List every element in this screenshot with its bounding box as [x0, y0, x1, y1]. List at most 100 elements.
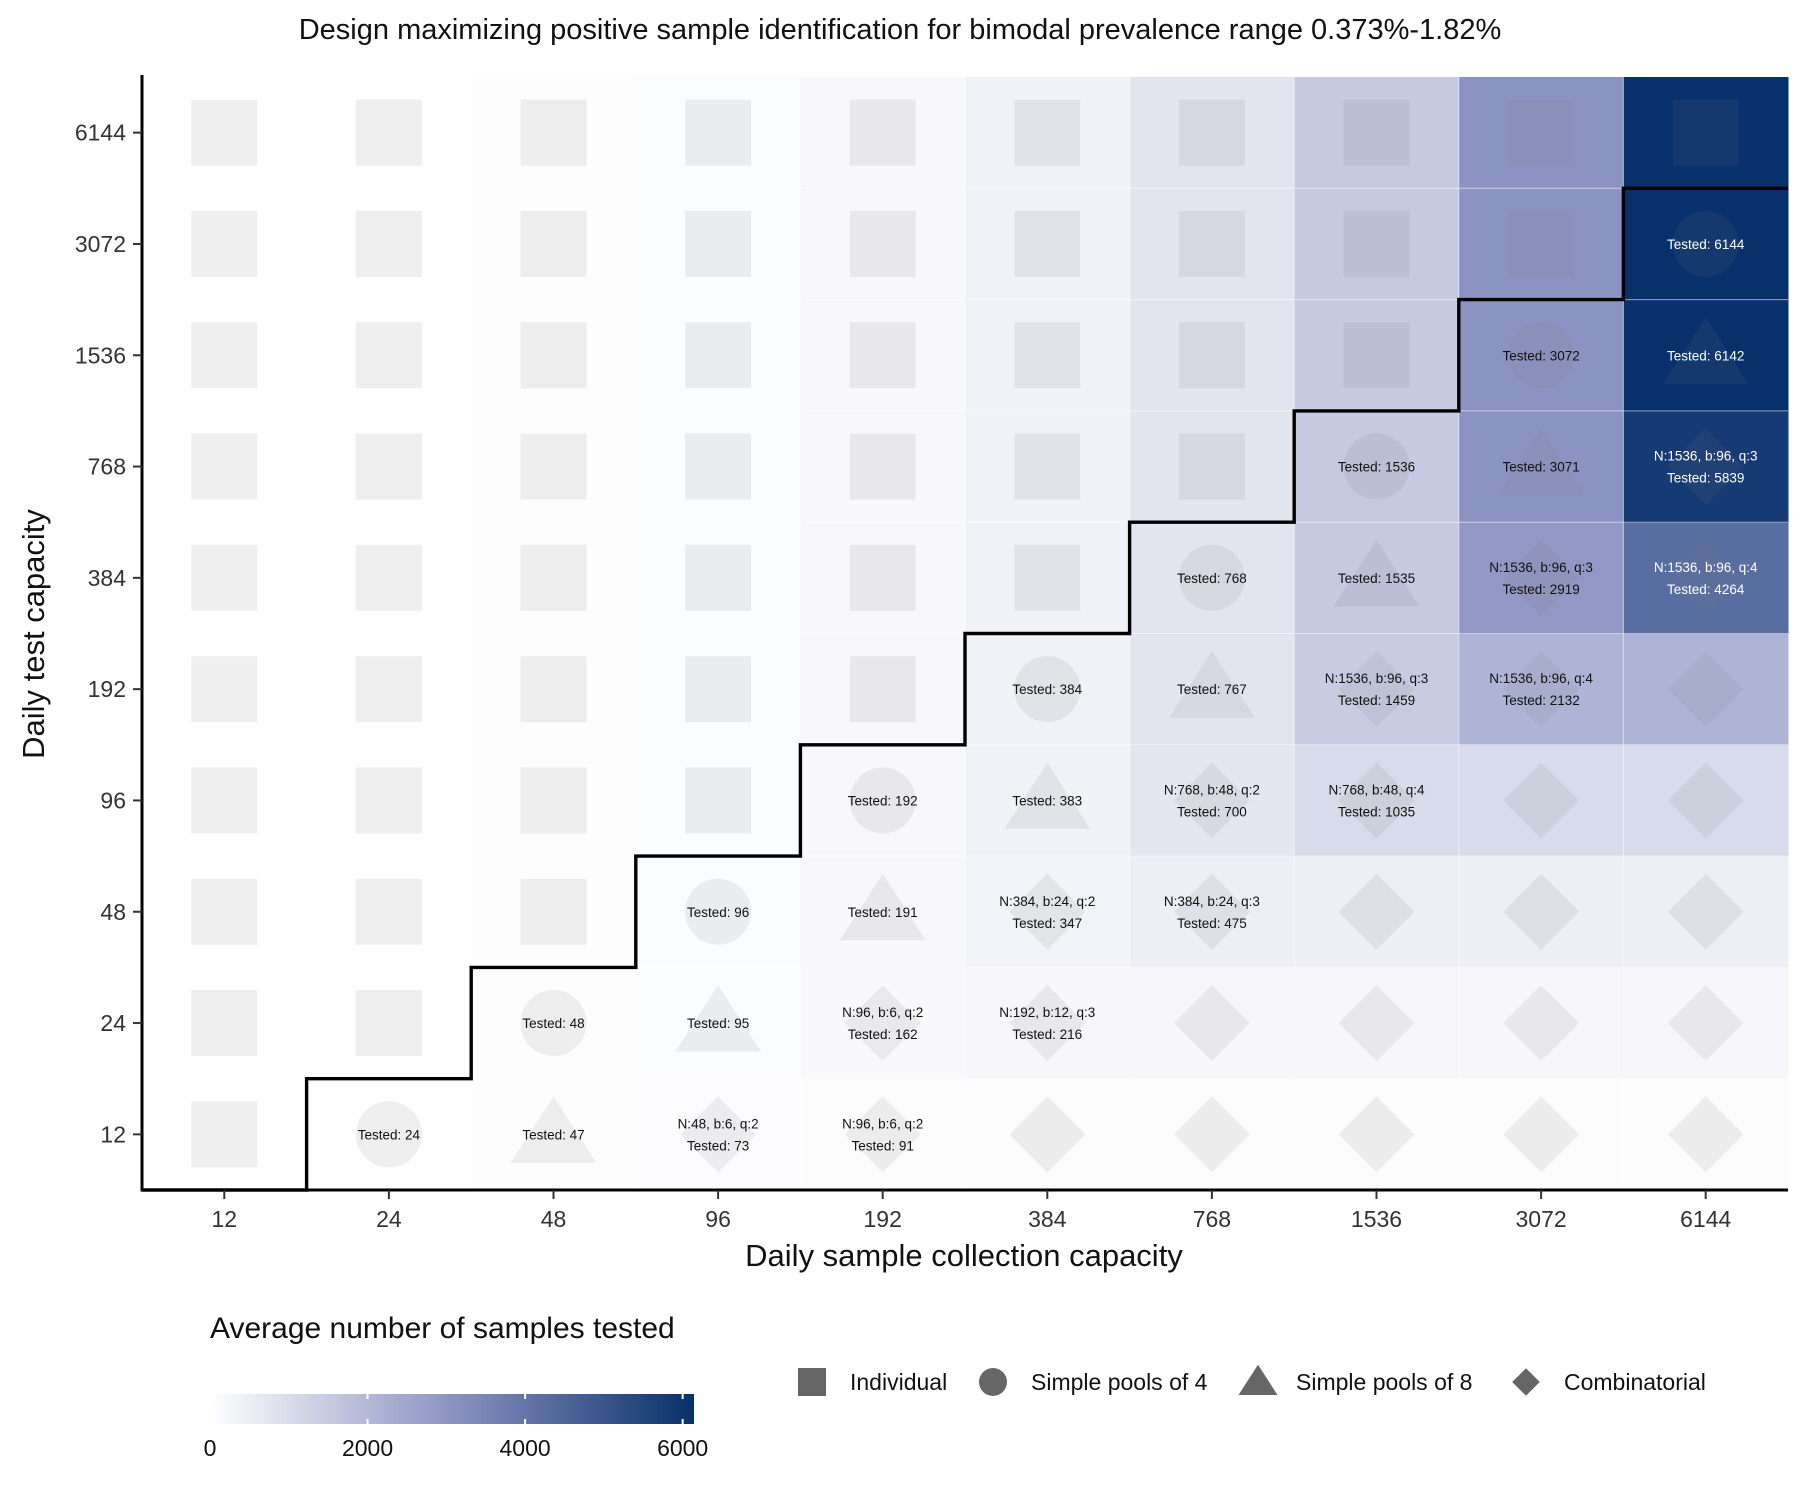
heatmap-cell [1129, 633, 1295, 746]
square-marker [191, 210, 258, 277]
heatmap-cell [800, 410, 966, 523]
heatmap-cell [800, 188, 966, 301]
heatmap-cell [1129, 856, 1295, 968]
heatmap-cell [1623, 967, 1789, 1080]
y-tick-label: 384 [88, 565, 127, 591]
heatmap-cell [1458, 188, 1624, 301]
cell-label: Tested: 1035 [1338, 804, 1415, 819]
square-marker [355, 210, 422, 277]
heatmap-cell [306, 410, 472, 523]
square-marker [191, 1101, 258, 1168]
heatmap-cell [1623, 744, 1789, 857]
square-marker [1508, 210, 1575, 277]
cell-label: N:1536, b:96, q:3 [1325, 671, 1429, 686]
heatmap-cell [306, 299, 472, 412]
heatmap-cell [1294, 967, 1460, 1080]
cell-label: N:48, b:6, q:2 [678, 1116, 759, 1131]
circle-marker [1672, 210, 1739, 277]
square-marker [355, 544, 422, 611]
square-marker [685, 99, 752, 166]
diamond-marker [1667, 1096, 1744, 1173]
heatmap-cell [306, 1078, 472, 1191]
circle-marker [1508, 322, 1575, 389]
y-tick-label: 1536 [75, 342, 126, 368]
heatmap-cell [965, 77, 1131, 189]
cell-label: Tested: 24 [358, 1127, 421, 1142]
square-marker [191, 322, 258, 389]
square-marker [355, 322, 422, 389]
cell-label: Tested: 192 [848, 793, 918, 808]
x-tick-label: 384 [1028, 1206, 1067, 1232]
cell-label: Tested: 1459 [1338, 693, 1415, 708]
square-marker [520, 878, 587, 945]
x-tick-label: 1536 [1351, 1206, 1402, 1232]
heatmap-cell [142, 967, 308, 1080]
square-marker [849, 322, 916, 389]
square-marker [849, 544, 916, 611]
heatmap-cell [142, 188, 308, 301]
cell-label: Tested: 1536 [1338, 460, 1415, 475]
heatmap-cell [1458, 522, 1624, 634]
diamond-marker [1009, 985, 1086, 1061]
x-tick-label: 12 [212, 1206, 238, 1232]
square-marker [685, 322, 752, 389]
heatmap-cell [635, 77, 801, 189]
heatmap-cell [800, 1078, 966, 1191]
cell-label: Tested: 475 [1177, 916, 1247, 931]
heatmap-cell [1294, 299, 1460, 412]
circle-marker [849, 767, 916, 834]
heatmap-cell [306, 633, 472, 746]
legend-label: Simple pools of 4 [1031, 1369, 1208, 1395]
heatmap-cell [635, 1078, 801, 1191]
cell-label: Tested: 95 [687, 1016, 749, 1031]
circle-marker [1178, 544, 1245, 611]
heatmap-cell [1458, 967, 1624, 1080]
heatmap-cell [1129, 967, 1295, 1080]
heatmap-cell [1623, 1078, 1789, 1191]
heatmap-cell [306, 188, 472, 301]
square-marker [520, 322, 587, 389]
x-tick-label: 192 [864, 1206, 902, 1232]
diamond-marker [1667, 985, 1744, 1061]
heatmap-cell [800, 967, 966, 1080]
cell-label: Tested: 6144 [1667, 237, 1745, 252]
square-marker [1178, 433, 1245, 500]
heatmap-cell [800, 744, 966, 857]
y-tick-label: 768 [88, 454, 126, 480]
square-marker [685, 210, 752, 277]
diamond-marker [1667, 873, 1744, 950]
circle-marker [355, 1101, 422, 1168]
y-tick-label: 24 [100, 1010, 126, 1036]
diamond-marker [1503, 873, 1580, 950]
heatmap-cell [635, 744, 801, 857]
heatmap-cell [306, 967, 472, 1080]
heatmap-cell [1294, 856, 1460, 968]
x-tick-label: 96 [705, 1206, 731, 1232]
square-marker [1014, 433, 1081, 500]
square-marker [191, 433, 258, 500]
design-markers [191, 99, 1749, 1173]
cell-label: Tested: 6142 [1667, 348, 1744, 363]
square-marker [191, 544, 258, 611]
heatmap-cell [800, 633, 966, 746]
cell-label: Tested: 3071 [1502, 460, 1579, 475]
square-marker [355, 990, 422, 1057]
heatmap-cell [1294, 1078, 1460, 1191]
heatmap-cell [471, 299, 637, 412]
square-marker [849, 210, 916, 277]
heatmap-cell [965, 188, 1131, 301]
heatmap-cell [1623, 188, 1789, 301]
diamond-marker [1338, 1096, 1415, 1173]
triangle-legend-icon [1238, 1364, 1278, 1395]
square-marker [1343, 210, 1410, 277]
cell-label: N:768, b:48, q:2 [1164, 782, 1260, 797]
cell-labels: Tested: 24 Tested: 47 N:48, b:6, q:2 Tested… [358, 237, 1758, 1153]
colorbar-tick-label: 4000 [500, 1435, 551, 1461]
square-marker [1014, 544, 1081, 611]
cell-label: N:96, b:6, q:2 [842, 1116, 923, 1131]
cell-label: N:1536, b:96, q:4 [1654, 560, 1758, 575]
y-tick-label: 192 [88, 676, 126, 702]
square-marker [520, 210, 587, 277]
heatmap-cell [1458, 77, 1624, 189]
square-marker [1014, 322, 1081, 389]
